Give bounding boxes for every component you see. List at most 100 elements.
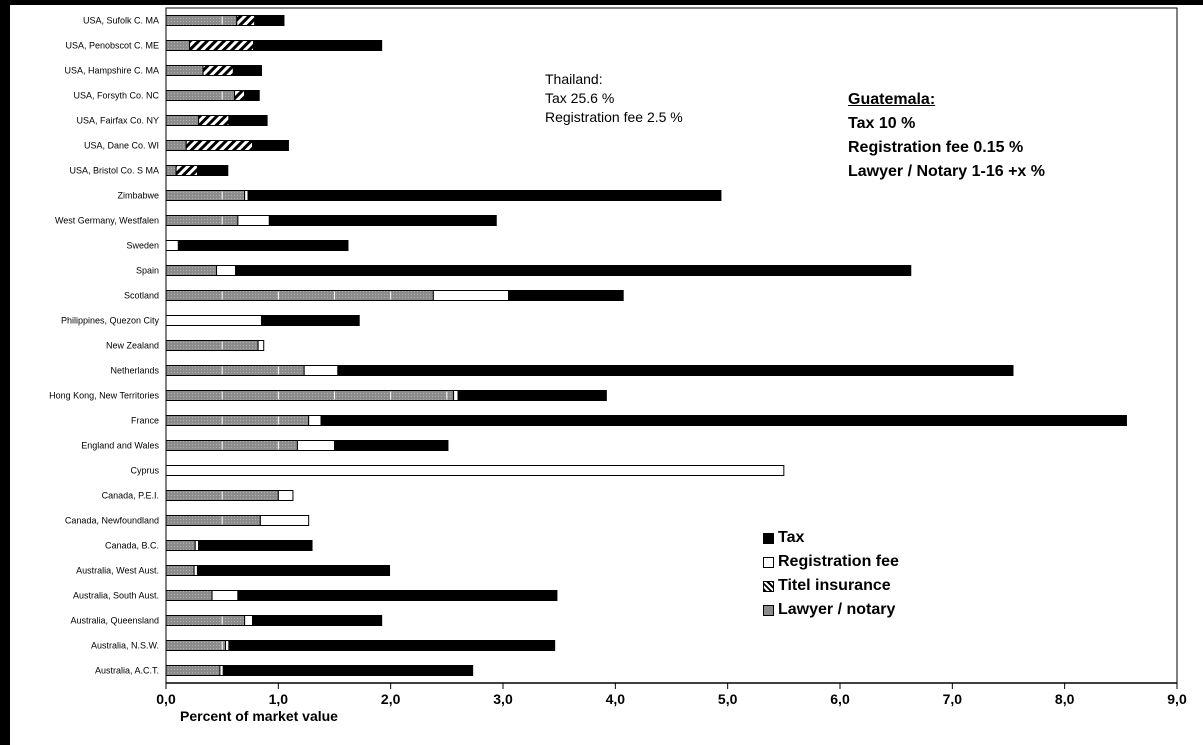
bar-segment xyxy=(189,40,255,51)
x-tick-label: 8,0 xyxy=(1055,691,1075,707)
category-label: Scotland xyxy=(124,291,159,301)
x-tick-label: 7,0 xyxy=(943,691,963,707)
bar-segment xyxy=(165,390,455,401)
bar-segment xyxy=(193,565,198,576)
bar-segment xyxy=(196,565,391,576)
bar-segment xyxy=(165,415,310,426)
bar-segment xyxy=(165,540,196,551)
thailand-line: Registration fee 2.5 % xyxy=(545,109,683,125)
bar-segment xyxy=(225,640,230,651)
bar-segment xyxy=(211,590,239,601)
category-label: Zimbabwe xyxy=(117,191,159,201)
bar-segment xyxy=(236,15,256,26)
category-label: Australia, South Aust. xyxy=(73,591,159,601)
bar-segment xyxy=(237,215,270,226)
bar-segment xyxy=(165,215,239,226)
guatemala-line: Lawyer / Notary 1-16 +x % xyxy=(848,163,1045,180)
guatemala-line: Tax 10 % xyxy=(848,115,916,132)
category-label: Australia, N.S.W. xyxy=(91,641,159,651)
legend-swatch-tax xyxy=(763,532,774,544)
legend-label: Registration fee xyxy=(778,553,899,570)
category-label: Hong Kong, New Territories xyxy=(49,391,159,401)
category-label: West Germany, Westfalen xyxy=(55,216,159,226)
bar-segment xyxy=(228,115,268,126)
category-label: England and Wales xyxy=(81,441,159,451)
thailand-annotation: Thailand: Tax 25.6 % Registration fee 2.… xyxy=(545,70,683,127)
category-label: Australia, West Aust. xyxy=(76,566,159,576)
thailand-line: Tax 25.6 % xyxy=(545,90,615,106)
bar-segment xyxy=(198,115,230,126)
bar-segment xyxy=(453,390,459,401)
bar-segment xyxy=(165,165,177,176)
bar-segment xyxy=(234,90,246,101)
legend-swatch-title-insurance xyxy=(763,580,774,592)
legend-swatch-lawyer xyxy=(763,604,774,616)
category-label: Netherlands xyxy=(110,366,159,376)
category-label: USA, Sufolk C. MA xyxy=(83,16,159,26)
bar-segment xyxy=(165,590,213,601)
category-label: Sweden xyxy=(126,241,159,251)
legend-item-registration: Registration fee xyxy=(763,550,899,574)
x-tick-label: 2,0 xyxy=(381,691,401,707)
bar-segment xyxy=(165,615,246,626)
category-label: USA, Bristol Co. S MA xyxy=(69,166,159,176)
bar-segment xyxy=(165,40,191,51)
bar-segment xyxy=(165,190,246,201)
bar-segment xyxy=(202,65,234,76)
bar-segment xyxy=(165,365,305,376)
bar-segment xyxy=(165,565,195,576)
bar-segment xyxy=(165,315,262,326)
bar-segment xyxy=(228,640,556,651)
bar-segment xyxy=(251,140,289,151)
x-tick-label: 5,0 xyxy=(718,691,738,707)
bar-segment xyxy=(165,115,200,126)
bar-segment xyxy=(185,140,253,151)
bar-segment xyxy=(165,440,298,451)
bar-segment xyxy=(222,665,474,676)
bar-segment xyxy=(165,465,785,476)
bar-segment xyxy=(251,615,383,626)
category-label: USA, Hampshire C. MA xyxy=(64,66,159,76)
category-label: France xyxy=(131,416,159,426)
thailand-line: Thailand: xyxy=(545,71,603,87)
bar-segment xyxy=(253,40,383,51)
bar-segment xyxy=(432,290,510,301)
category-label: Canada, B.C. xyxy=(105,541,159,551)
bar-segment xyxy=(165,515,261,526)
category-label: USA, Dane Co. WI xyxy=(84,141,159,151)
bar-segment xyxy=(296,440,335,451)
category-label: New Zealand xyxy=(106,341,159,351)
x-tick-label: 1,0 xyxy=(269,691,289,707)
bar-segment xyxy=(165,90,236,101)
bar-segment xyxy=(165,140,187,151)
category-label: Spain xyxy=(136,266,159,276)
bar-segment xyxy=(334,440,449,451)
bar-segment xyxy=(308,415,322,426)
category-label: USA, Penobscot C. ME xyxy=(65,41,159,51)
legend-item-title-insurance: Titel insurance xyxy=(763,574,899,598)
x-tick-label: 0,0 xyxy=(156,691,176,707)
bar-segment xyxy=(247,190,722,201)
chart-legend: Tax Registration fee Titel insurance Law… xyxy=(763,526,899,622)
guatemala-annotation: Guatemala: Tax 10 % Registration fee 0.1… xyxy=(848,88,1045,184)
legend-label: Tax xyxy=(778,529,805,546)
bar-segment xyxy=(165,290,434,301)
legend-label: Titel insurance xyxy=(778,577,891,594)
bar-segment xyxy=(165,665,221,676)
bar-segment xyxy=(165,15,238,26)
bar-segment xyxy=(216,265,237,276)
bar-segment xyxy=(232,65,262,76)
top-border xyxy=(10,0,1203,5)
bar-segment xyxy=(165,640,227,651)
left-border xyxy=(0,0,10,745)
bar-segment xyxy=(165,340,259,351)
category-label: Canada, P.E.I. xyxy=(102,491,159,501)
x-tick-label: 4,0 xyxy=(606,691,626,707)
x-tick-label: 6,0 xyxy=(830,691,850,707)
bar-segment xyxy=(254,15,285,26)
bar-segment xyxy=(237,590,558,601)
bar-segment xyxy=(244,615,253,626)
bar-segment xyxy=(277,490,294,501)
x-tick-label: 3,0 xyxy=(493,691,513,707)
